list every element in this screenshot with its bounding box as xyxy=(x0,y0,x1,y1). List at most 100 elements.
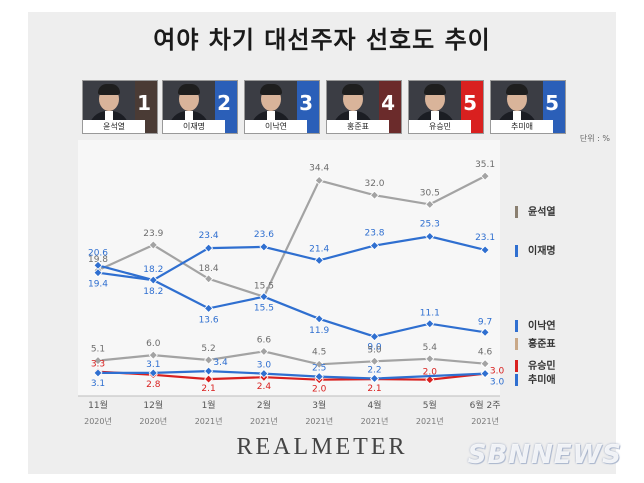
series-line-1 xyxy=(97,175,486,299)
data-label: 23.9 xyxy=(143,229,163,239)
data-point xyxy=(369,332,380,342)
data-point xyxy=(204,374,214,384)
legend-label: 이낙연 xyxy=(528,319,556,332)
data-label: 23.4 xyxy=(199,231,219,241)
data-label: 5.4 xyxy=(423,343,438,353)
data-label: 15.5 xyxy=(254,282,274,292)
data-label: 2.1 xyxy=(367,384,381,394)
x-tick-label: 5월 xyxy=(423,399,437,411)
data-point xyxy=(148,368,158,378)
candidate-name: 윤석열 xyxy=(83,120,145,133)
candidate-card-3: 이낙연 3 xyxy=(244,80,320,134)
data-point xyxy=(369,241,380,251)
candidate-rank: 1 xyxy=(137,91,151,115)
candidate-rank: 3 xyxy=(299,91,313,115)
data-label: 18.4 xyxy=(199,264,219,274)
legend-marker xyxy=(515,206,518,218)
data-label: 11.9 xyxy=(309,326,329,336)
candidate-card-4: 홍준표 4 xyxy=(326,80,402,134)
data-point xyxy=(148,240,158,250)
data-label: 15.5 xyxy=(254,304,274,314)
candidate-name: 유승민 xyxy=(409,120,471,133)
data-label: 4.5 xyxy=(312,347,326,357)
series-line-3 xyxy=(97,271,486,338)
legend-marker xyxy=(515,374,518,386)
data-point xyxy=(314,314,324,324)
x-year-label: 2020년 xyxy=(84,416,112,426)
data-point xyxy=(204,366,214,376)
data-label: 34.4 xyxy=(309,163,329,173)
candidate-rank: 4 xyxy=(381,91,395,115)
data-point xyxy=(314,372,324,382)
data-label: 3.1 xyxy=(146,360,160,370)
data-point xyxy=(480,171,490,181)
series-line-2 xyxy=(97,235,486,282)
series-line-4 xyxy=(97,350,486,366)
data-label: 3.1 xyxy=(91,379,105,389)
candidate-name: 이재명 xyxy=(163,120,225,133)
data-label: 3.4 xyxy=(213,358,228,368)
candidate-card-2: 이재명 2 xyxy=(162,80,238,134)
data-label: 3.0 xyxy=(490,367,505,377)
data-point xyxy=(314,175,324,186)
data-label: 3.0 xyxy=(490,378,505,388)
legend-label: 추미애 xyxy=(528,373,556,386)
data-label: 21.4 xyxy=(309,244,329,254)
data-point xyxy=(480,359,490,369)
data-point xyxy=(314,255,324,265)
data-label: 23.6 xyxy=(254,230,274,240)
data-label: 23.1 xyxy=(475,233,495,243)
data-label: 6.6 xyxy=(257,335,272,345)
x-tick-label: 11월 xyxy=(88,399,108,411)
data-point xyxy=(148,275,158,285)
x-year-label: 2021년 xyxy=(361,416,389,426)
data-point xyxy=(93,356,103,366)
x-tick-label: 6월 2주 xyxy=(470,399,501,411)
data-label: 3.0 xyxy=(257,361,272,371)
candidate-card-1: 윤석열 1 xyxy=(82,80,158,134)
data-point xyxy=(369,190,380,200)
data-point xyxy=(425,354,435,364)
legend-marker xyxy=(515,320,518,332)
plot-area xyxy=(78,140,500,396)
data-label: 23.8 xyxy=(364,229,384,239)
data-point xyxy=(480,327,490,337)
candidate-card-5: 유승민 5 xyxy=(408,80,484,134)
data-point xyxy=(204,243,214,253)
x-year-label: 2021년 xyxy=(416,416,444,426)
legend-label: 유승민 xyxy=(528,359,556,372)
data-label: 2.1 xyxy=(201,384,215,394)
x-tick-label: 1월 xyxy=(202,399,216,411)
data-point xyxy=(425,199,435,209)
data-point xyxy=(425,375,435,385)
data-point xyxy=(259,346,269,356)
data-point xyxy=(93,268,103,278)
data-label: 5.1 xyxy=(91,345,105,355)
legend-marker xyxy=(515,360,518,372)
chart-title: 여야 차기 대선주자 선호도 추이 xyxy=(153,26,491,54)
data-point xyxy=(425,319,435,329)
realmeter-logo: REALMETER xyxy=(236,434,408,460)
x-tick-label: 4월 xyxy=(367,399,381,411)
unit-label: 단위 : % xyxy=(579,134,610,143)
legend-label: 윤석열 xyxy=(528,205,556,218)
data-point xyxy=(204,274,214,284)
x-tick-label: 12월 xyxy=(143,399,163,411)
data-label: 18.2 xyxy=(143,265,163,275)
data-label: 18.2 xyxy=(143,287,163,297)
candidate-rank: 5 xyxy=(463,91,477,115)
data-label: 3.3 xyxy=(91,360,105,370)
candidate-card-6: 추미애 5 xyxy=(490,80,566,134)
data-label: 9.0 xyxy=(367,343,382,353)
data-label: 2.2 xyxy=(367,365,381,375)
x-year-label: 2021년 xyxy=(195,416,223,426)
x-tick-label: 2월 xyxy=(257,399,271,411)
data-point xyxy=(259,242,269,252)
data-label: 11.1 xyxy=(420,309,440,319)
data-label: 25.3 xyxy=(420,219,440,229)
x-year-label: 2021년 xyxy=(250,416,278,426)
data-point xyxy=(93,368,103,378)
candidate-rank: 5 xyxy=(545,91,559,115)
legend-label: 이재명 xyxy=(528,244,556,257)
